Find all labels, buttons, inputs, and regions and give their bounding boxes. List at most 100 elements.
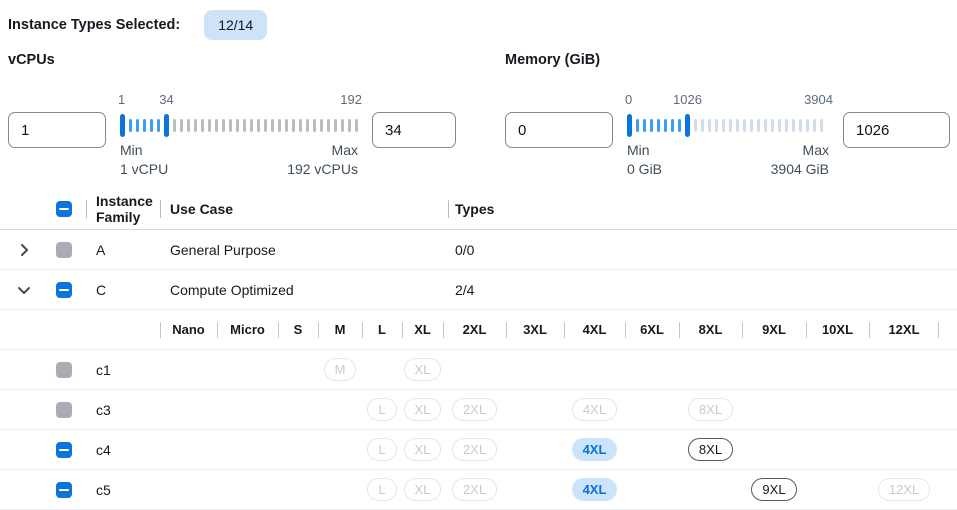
instance-type-name: c5	[96, 481, 111, 498]
instance-type-name: c1	[96, 361, 111, 378]
size-pill-disabled: L	[367, 478, 397, 501]
size-column-header: 3XL	[506, 310, 564, 349]
size-column-header: S	[278, 310, 318, 349]
size-pill-disabled: M	[323, 358, 357, 381]
size-pill-enabled[interactable]: 9XL	[751, 478, 797, 501]
memory-max-input[interactable]	[843, 112, 950, 148]
size-cell-micro	[217, 470, 278, 509]
size-cell-4xl	[564, 350, 625, 389]
size-cell-10xl	[806, 350, 869, 389]
slider-handle-min[interactable]	[120, 113, 125, 137]
instance-types-selected-label: Instance Types Selected:	[8, 17, 181, 33]
row-checkbox[interactable]	[56, 481, 72, 498]
slider-scale-label: 1026	[673, 92, 702, 107]
size-pill-selected[interactable]: 4XL	[571, 438, 618, 461]
slider-tick-inactive	[278, 118, 281, 132]
slider-tick-inactive	[743, 118, 746, 132]
slider-tick-inactive	[257, 118, 260, 132]
instance-family-name: A	[96, 241, 106, 258]
memory-min-input[interactable]	[505, 112, 613, 148]
slider-handle-min[interactable]	[627, 113, 632, 137]
slider-tick-inactive	[236, 118, 239, 132]
vcpus-slider[interactable]: 1 34 192 Min 1 vCPU Max 192 vCPUs	[118, 92, 362, 179]
size-pill-enabled[interactable]: 8XL	[687, 438, 734, 461]
collapse-row-button[interactable]	[16, 282, 32, 298]
select-all-checkbox[interactable]	[56, 200, 72, 217]
size-cell-2xl: 2XL	[443, 470, 506, 509]
size-cell-6xl	[625, 470, 679, 509]
row-checkbox[interactable]	[56, 281, 72, 298]
slider-scale-label: 192	[340, 92, 362, 107]
slider-tick-inactive	[229, 118, 232, 132]
vcpus-title: vCPUs	[8, 52, 55, 68]
size-cell-6xl	[625, 430, 679, 469]
slider-tick-inactive	[201, 118, 204, 132]
size-column-header: 12XL	[869, 310, 939, 349]
size-column-header: Nano	[160, 310, 217, 349]
size-cell-nano	[160, 470, 217, 509]
size-cell-nano	[160, 350, 217, 389]
size-cell-l: L	[362, 470, 402, 509]
memory-tick-strip	[627, 113, 829, 137]
slider-tick-inactive	[187, 118, 190, 132]
row-checkbox[interactable]	[56, 441, 72, 458]
size-cell-9xl	[742, 390, 806, 429]
types-count: 2/4	[455, 281, 475, 298]
selection-summary: Instance Types Selected: 12/14	[8, 10, 268, 40]
checkbox-cell	[48, 470, 86, 509]
size-pill-selected[interactable]: 4XL	[571, 478, 618, 501]
slider-tick-inactive	[222, 118, 225, 132]
size-cell-s	[278, 430, 318, 469]
slider-tick-inactive	[313, 118, 316, 132]
size-columns-header-row: Nano Micro S M L XL 2XL 3XL 4XL 6XL 8XL 9XL 10XL 12XL	[0, 310, 957, 350]
size-cell-micro	[217, 390, 278, 429]
slider-scale-label: 0	[625, 92, 633, 107]
size-cell-10xl	[806, 390, 869, 429]
row-checkbox	[56, 401, 72, 418]
size-cell-micro	[217, 430, 278, 469]
size-cell-8xl	[679, 470, 742, 509]
slider-tick-inactive	[299, 118, 302, 132]
family-row: A General Purpose 0/0	[0, 230, 957, 270]
slider-tick-inactive	[320, 118, 323, 132]
size-cell-2xl: 2XL	[443, 390, 506, 429]
slider-tick-inactive	[799, 118, 802, 132]
slider-tick-inactive	[334, 118, 337, 132]
slider-tick-inactive	[708, 118, 711, 132]
size-cell-nano	[160, 430, 217, 469]
size-pill-disabled: L	[367, 398, 397, 421]
use-case-value: Compute Optimized	[170, 281, 294, 298]
size-cell-m	[318, 430, 362, 469]
size-cell-micro	[217, 350, 278, 389]
slider-tick-active	[657, 118, 660, 132]
size-cell-12xl	[869, 430, 939, 469]
slider-tick-inactive	[764, 118, 767, 132]
vcpus-max-caption: Max 192 vCPUs	[287, 142, 358, 177]
vcpus-tick-strip	[120, 113, 358, 137]
vcpus-min-caption: Min 1 vCPU	[120, 142, 169, 177]
vcpus-filter: vCPUs 1 34 192 Min 1 vCPU Max 192 vCPUs	[8, 52, 456, 179]
slider-tick-active	[157, 118, 160, 132]
slider-tick-inactive	[785, 118, 788, 132]
vcpus-min-input[interactable]	[8, 112, 106, 148]
slider-tick-inactive	[806, 118, 809, 132]
size-column-header: Micro	[217, 310, 278, 349]
slider-handle-max[interactable]	[164, 113, 169, 137]
slider-tick-inactive	[215, 118, 218, 132]
slider-scale-label: 1	[118, 92, 126, 107]
size-cell-8xl	[679, 350, 742, 389]
size-cell-3xl	[506, 350, 564, 389]
size-cell-xl: XL	[402, 430, 443, 469]
slider-handle-max[interactable]	[685, 113, 690, 137]
use-case-value: General Purpose	[170, 241, 276, 258]
size-cell-4xl: 4XL	[564, 470, 625, 509]
slider-tick-inactive	[750, 118, 753, 132]
expand-row-button[interactable]	[16, 242, 32, 258]
size-cell-12xl	[869, 390, 939, 429]
slider-tick-active	[650, 118, 653, 132]
slider-tick-active	[671, 118, 674, 132]
vcpus-max-input[interactable]	[372, 112, 456, 148]
size-cell-3xl	[506, 470, 564, 509]
memory-slider[interactable]: 0 1026 3904 Min 0 GiB Max 3904 GiB	[625, 92, 833, 179]
size-cell-12xl: 12XL	[869, 470, 939, 509]
